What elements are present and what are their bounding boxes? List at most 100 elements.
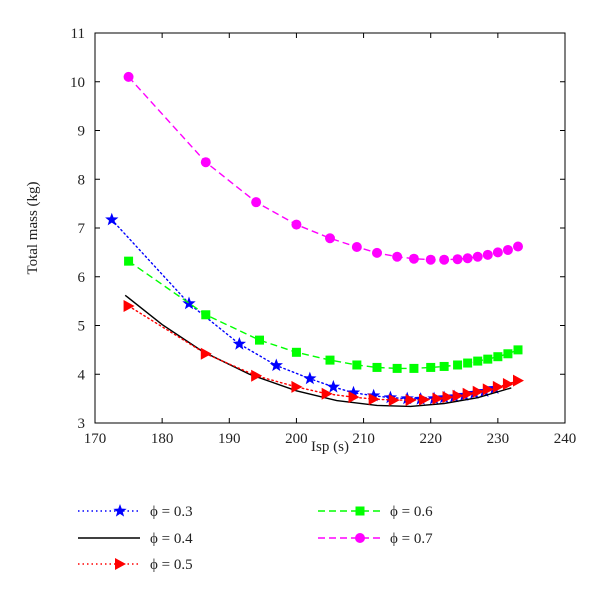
legend-entry: ϕ = 0.7 — [318, 531, 433, 547]
data-point — [269, 358, 283, 372]
y-tick-label: 3 — [78, 416, 86, 432]
data-point — [232, 337, 247, 350]
series-line — [111, 219, 496, 400]
data-point — [425, 254, 436, 265]
legend-marker — [355, 506, 365, 516]
data-point — [405, 394, 417, 407]
data-point — [351, 242, 362, 253]
data-point — [325, 355, 335, 365]
data-point — [409, 363, 419, 373]
data-point — [105, 212, 119, 226]
data-point — [502, 244, 513, 255]
data-point — [442, 391, 454, 404]
x-tick-label: 220 — [419, 431, 442, 447]
y-tick-label: 10 — [70, 75, 85, 91]
y-tick-label: 7 — [78, 221, 86, 237]
series-1 — [124, 294, 512, 408]
legend-entry: ϕ = 0.6 — [318, 504, 433, 520]
data-point — [182, 296, 196, 310]
data-point — [123, 300, 135, 312]
data-point — [392, 363, 402, 373]
legend-marker — [355, 533, 365, 543]
data-point — [439, 254, 450, 265]
data-point — [321, 387, 333, 400]
data-point — [513, 345, 523, 355]
data-point — [513, 374, 524, 387]
data-point — [388, 394, 400, 407]
legend-marker — [113, 504, 127, 517]
series-4 — [123, 71, 523, 265]
data-point — [325, 233, 335, 244]
series-3 — [124, 256, 523, 373]
legend-entry: ϕ = 0.3 — [78, 504, 193, 520]
data-point — [291, 219, 302, 230]
data-point — [366, 388, 381, 402]
data-point — [419, 393, 430, 406]
data-point — [472, 251, 483, 262]
data-point — [432, 392, 444, 405]
data-point — [408, 253, 419, 264]
data-point — [251, 369, 263, 382]
y-axis-label: Total mass (kg) — [25, 181, 41, 274]
data-point — [352, 360, 362, 370]
data-point — [303, 371, 317, 385]
x-tick-label: 190 — [218, 431, 241, 447]
x-tick-label: 180 — [151, 431, 174, 447]
legend-label: ϕ = 0.6 — [390, 504, 433, 520]
data-point — [368, 393, 380, 406]
data-point — [503, 349, 513, 359]
data-point — [200, 157, 211, 168]
data-point — [493, 352, 503, 362]
series-2 — [123, 300, 524, 407]
y-tick-label: 9 — [78, 124, 86, 140]
data-point — [123, 71, 134, 82]
data-point — [426, 362, 436, 372]
y-tick-label: 11 — [71, 26, 85, 42]
data-point — [372, 362, 382, 372]
data-point — [348, 391, 360, 404]
legend-entry: ϕ = 0.5 — [78, 557, 193, 573]
data-point — [124, 256, 134, 266]
series-0 — [105, 212, 502, 405]
legend-label: ϕ = 0.7 — [390, 531, 433, 547]
data-point — [200, 347, 212, 360]
data-point — [326, 379, 341, 393]
axis-ticks: 170 180 190 200 210 220 230 240 3 4 5 6 7 8 9 10 11 — [70, 26, 576, 447]
data-point — [452, 254, 463, 265]
data-point — [452, 389, 464, 402]
data-point — [462, 253, 473, 264]
data-point — [392, 251, 403, 262]
x-tick-label: 240 — [554, 431, 577, 447]
data-point — [472, 385, 484, 398]
y-tick-label: 4 — [78, 367, 86, 383]
legend-entry: ϕ = 0.4 — [78, 531, 193, 547]
legend-label: ϕ = 0.4 — [150, 531, 193, 547]
data-point — [483, 354, 493, 364]
series-line — [128, 76, 519, 261]
series-line — [124, 294, 512, 408]
data-point — [473, 356, 483, 366]
data-point — [201, 310, 211, 320]
x-tick-label: 170 — [84, 431, 107, 447]
x-tick-label: 200 — [285, 431, 308, 447]
data-point — [492, 380, 504, 393]
data-point — [513, 241, 523, 252]
data-point — [462, 387, 474, 400]
data-point — [255, 335, 264, 345]
y-tick-label: 5 — [78, 319, 86, 335]
y-tick-label: 6 — [78, 270, 86, 286]
x-axis-label: Isp (s) — [311, 439, 349, 455]
plot-area — [105, 71, 524, 408]
data-point — [502, 378, 514, 390]
data-point — [372, 247, 382, 258]
data-point — [251, 197, 262, 208]
series-line — [128, 260, 519, 370]
data-point — [482, 249, 493, 260]
legend-label: ϕ = 0.3 — [150, 504, 193, 520]
data-point — [291, 380, 303, 393]
legend: ϕ = 0.3 ϕ = 0.4 ϕ = 0.5 ϕ = 0.6 ϕ = 0.7 — [78, 504, 433, 573]
series-line — [127, 305, 519, 401]
y-tick-label: 8 — [78, 172, 86, 188]
data-point — [291, 347, 301, 357]
